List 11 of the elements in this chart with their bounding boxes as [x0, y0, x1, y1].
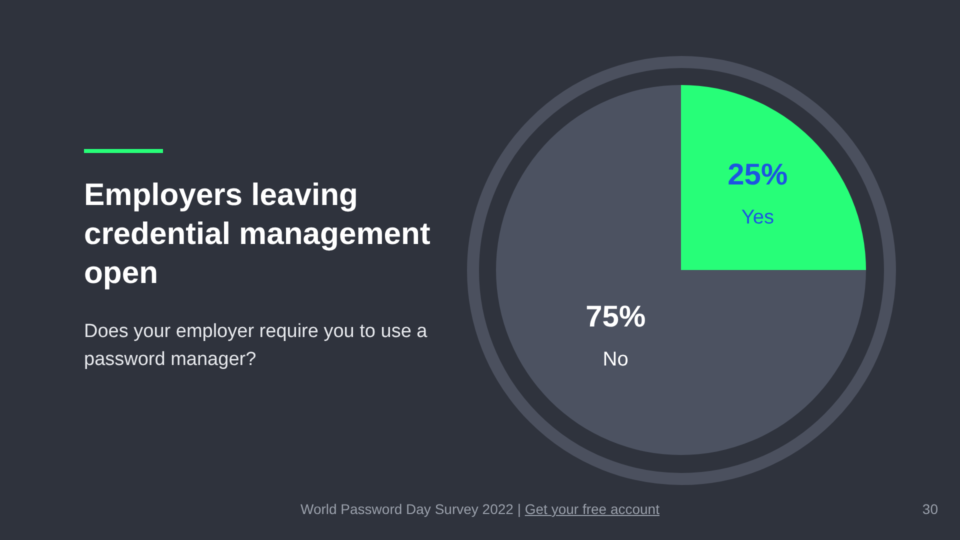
text: World Password Day Survey 2022 |: [300, 501, 521, 517]
slice-label: Yes: [741, 206, 774, 228]
text: Employers leaving credential management open: [84, 176, 432, 292]
text: Get your free account: [524, 501, 660, 517]
data-label: 25%: [728, 158, 788, 192]
pie-slice: [681, 85, 866, 270]
pie-slice: [496, 85, 866, 455]
data-label: 75%: [586, 300, 646, 334]
text: 30: [922, 501, 938, 517]
text: Does your employer require you to use a password manager?: [84, 320, 428, 372]
slice-label: No: [602, 348, 628, 370]
